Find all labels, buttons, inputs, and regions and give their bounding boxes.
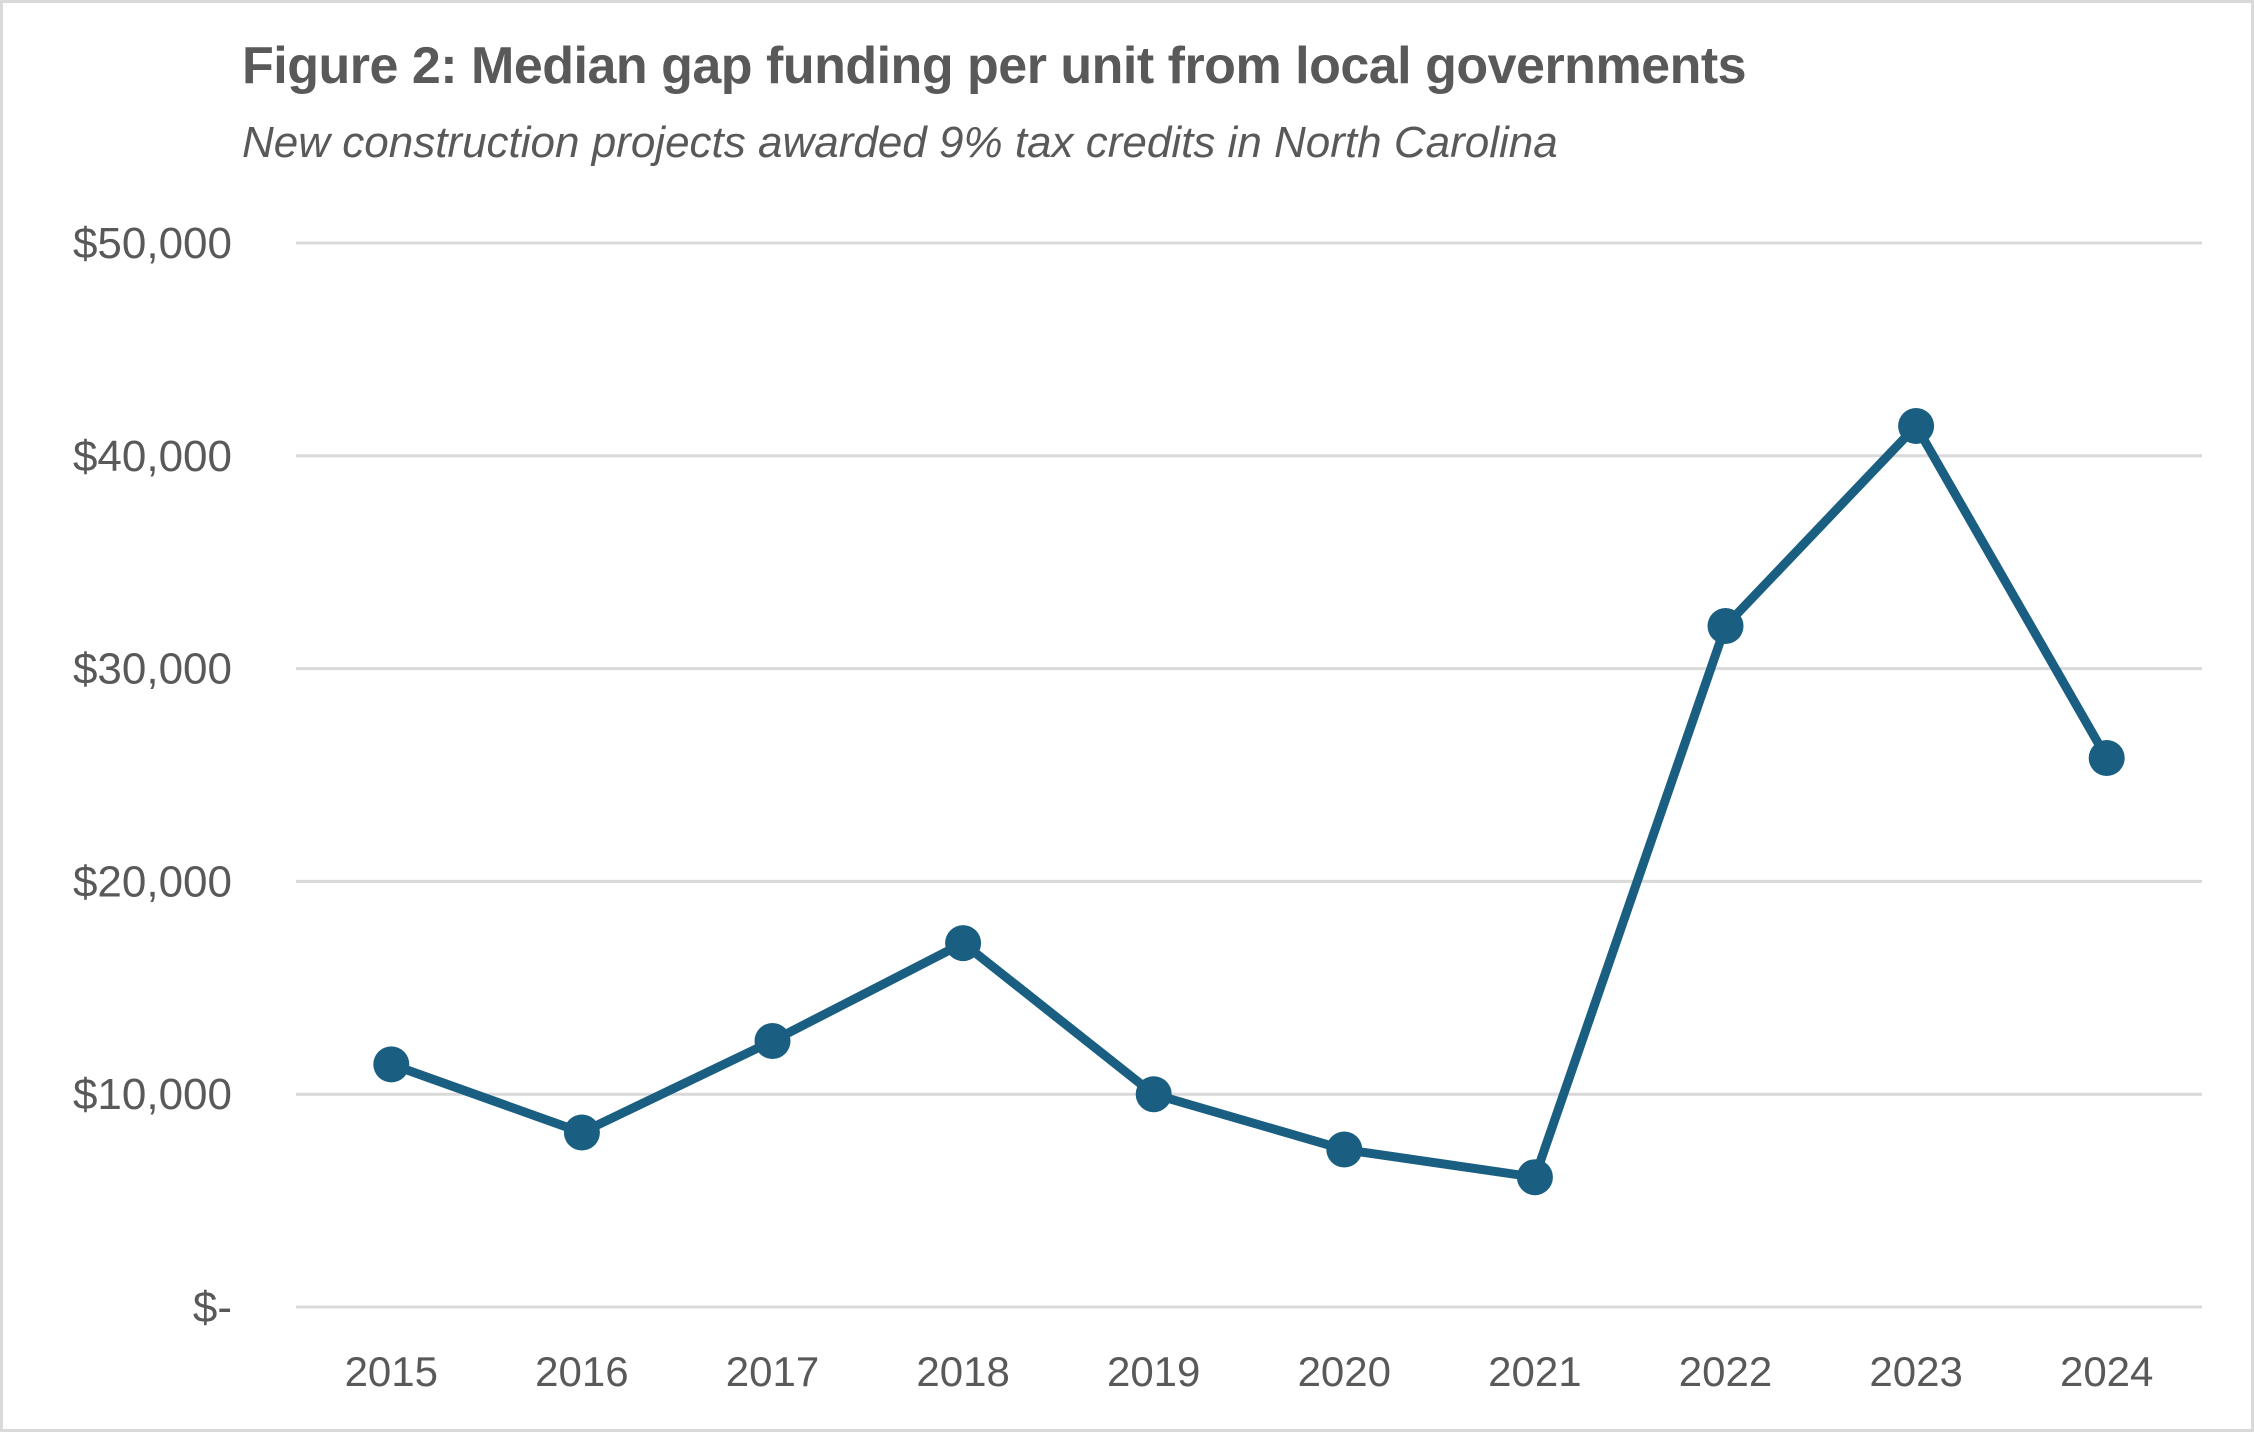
data-point-2022 <box>1707 608 1744 645</box>
data-point-2015 <box>373 1046 410 1083</box>
x-tick-label: 2022 <box>1679 1348 1772 1395</box>
data-point-2017 <box>754 1023 791 1059</box>
x-tick-label: 2017 <box>726 1348 819 1395</box>
data-point-2020 <box>1326 1131 1363 1168</box>
series-group <box>373 408 2125 1196</box>
y-tick-label: $40,000 <box>73 432 232 481</box>
data-point-2019 <box>1135 1076 1172 1113</box>
y-tick-label: $30,000 <box>73 645 232 694</box>
y-tick-label: $20,000 <box>73 857 232 906</box>
y-axis-tick-labels: $- $10,000 $20,000 $30,000 $40,000 $50,000 <box>73 219 232 1332</box>
data-point-2021 <box>1516 1159 1553 1196</box>
series-line <box>389 421 2111 1182</box>
data-point-2016 <box>563 1114 600 1151</box>
gridlines <box>296 241 2202 1309</box>
x-tick-label: 2019 <box>1107 1348 1200 1395</box>
y-tick-label: $10,000 <box>73 1070 232 1119</box>
chart-title: Figure 2: Median gap funding per unit fr… <box>242 37 1747 95</box>
chart-subtitle: New construction projects awarded 9% tax… <box>242 118 1558 167</box>
x-tick-label: 2018 <box>916 1348 1009 1395</box>
x-tick-label: 2016 <box>535 1348 628 1395</box>
data-point-2018 <box>945 925 982 962</box>
x-tick-label: 2020 <box>1298 1348 1391 1395</box>
y-tick-label: $50,000 <box>73 219 232 268</box>
x-tick-label: 2024 <box>2060 1348 2153 1395</box>
data-point-2023 <box>1898 408 1935 445</box>
x-axis-tick-labels: 2015 2016 2017 2018 2019 2020 2021 2022 2023 2024 <box>345 1348 2154 1395</box>
x-tick-label: 2023 <box>1869 1348 1962 1395</box>
data-point-2024 <box>2088 739 2125 776</box>
y-tick-label: $- <box>193 1283 232 1332</box>
x-tick-label: 2015 <box>345 1348 438 1395</box>
x-tick-label: 2021 <box>1488 1348 1581 1395</box>
